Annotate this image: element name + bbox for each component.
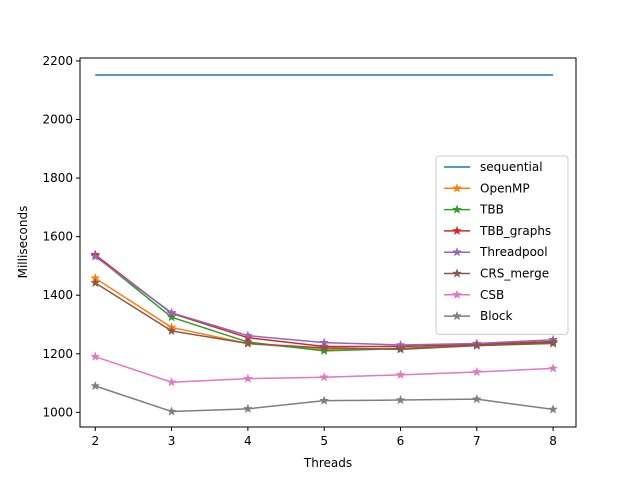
legend-label: CSB [480, 288, 504, 302]
x-tick-label: 4 [244, 434, 252, 448]
data-point [90, 251, 101, 261]
series-csb [90, 351, 559, 387]
x-axis-label: Threads [303, 456, 352, 470]
data-point [242, 330, 253, 340]
legend-item: TBB_graphs [444, 224, 551, 238]
data-point [471, 340, 482, 350]
data-point [90, 380, 101, 391]
y-tick-label: 1200 [42, 347, 73, 361]
data-point [548, 337, 559, 347]
y-axis: 1000 1200 1400 1600 1800 2000 2200 [42, 54, 80, 419]
legend-item: CRS_merge [444, 267, 549, 281]
data-point [319, 395, 330, 405]
y-tick-label: 2000 [42, 113, 73, 127]
legend-marker [451, 225, 463, 236]
data-point [548, 363, 559, 373]
x-tick-label: 8 [549, 434, 557, 448]
legend-marker [451, 204, 463, 214]
legend-label: TBB_graphs [479, 224, 551, 238]
series-block [90, 380, 559, 416]
data-point [395, 344, 406, 354]
y-tick-label: 1600 [42, 230, 73, 244]
y-tick-label: 1800 [42, 171, 73, 185]
series-layer [90, 74, 559, 416]
legend-label: TBB [479, 203, 504, 217]
x-tick-label: 2 [91, 434, 99, 448]
legend-label: Threadpool [479, 245, 548, 259]
x-axis: 2 3 4 5 6 7 8 [91, 427, 557, 448]
legend-box [435, 155, 569, 335]
legend-marker [451, 268, 463, 278]
data-point [242, 403, 253, 414]
data-point [90, 351, 101, 361]
legend-marker [451, 289, 463, 300]
legend-item: sequential [444, 160, 543, 174]
legend-item: Threadpool [444, 245, 548, 259]
series-crs-merge [90, 277, 559, 354]
data-point [166, 311, 177, 322]
y-tick-label: 1400 [42, 288, 73, 302]
x-tick-label: 6 [397, 434, 405, 448]
data-point [471, 393, 482, 404]
data-point [166, 307, 177, 318]
legend-marker [451, 246, 463, 257]
data-point [166, 376, 177, 387]
data-point [319, 342, 330, 353]
data-point [90, 277, 101, 288]
data-point [242, 338, 253, 348]
data-point [242, 373, 253, 383]
legend-item: Block [444, 309, 513, 323]
legend-label: Block [480, 309, 513, 323]
data-point [319, 345, 330, 356]
data-point [166, 406, 177, 416]
x-tick-label: 7 [473, 434, 481, 448]
y-tick-label: 2200 [42, 54, 73, 68]
legend-marker [451, 310, 463, 321]
legend-item: TBB [444, 203, 504, 217]
y-axis-label: Milliseconds [16, 206, 30, 279]
legend-marker [451, 183, 463, 193]
legend-label: sequential [480, 160, 543, 174]
data-point [471, 366, 482, 377]
plot-frame [79, 57, 577, 428]
data-point [395, 369, 406, 380]
x-tick-label: 3 [168, 434, 176, 448]
data-point [548, 404, 559, 414]
legend-item: CSB [444, 288, 504, 302]
data-point [319, 371, 330, 382]
data-point [395, 394, 406, 405]
legend: sequential OpenMP TBB TBB_graphs Threadpool C… [435, 155, 569, 335]
data-point [166, 325, 177, 336]
y-tick-label: 1000 [42, 405, 73, 419]
x-tick-label: 5 [320, 434, 328, 448]
legend-label: CRS_merge [480, 267, 549, 281]
legend-item: OpenMP [444, 181, 530, 195]
legend-label: OpenMP [480, 181, 530, 195]
